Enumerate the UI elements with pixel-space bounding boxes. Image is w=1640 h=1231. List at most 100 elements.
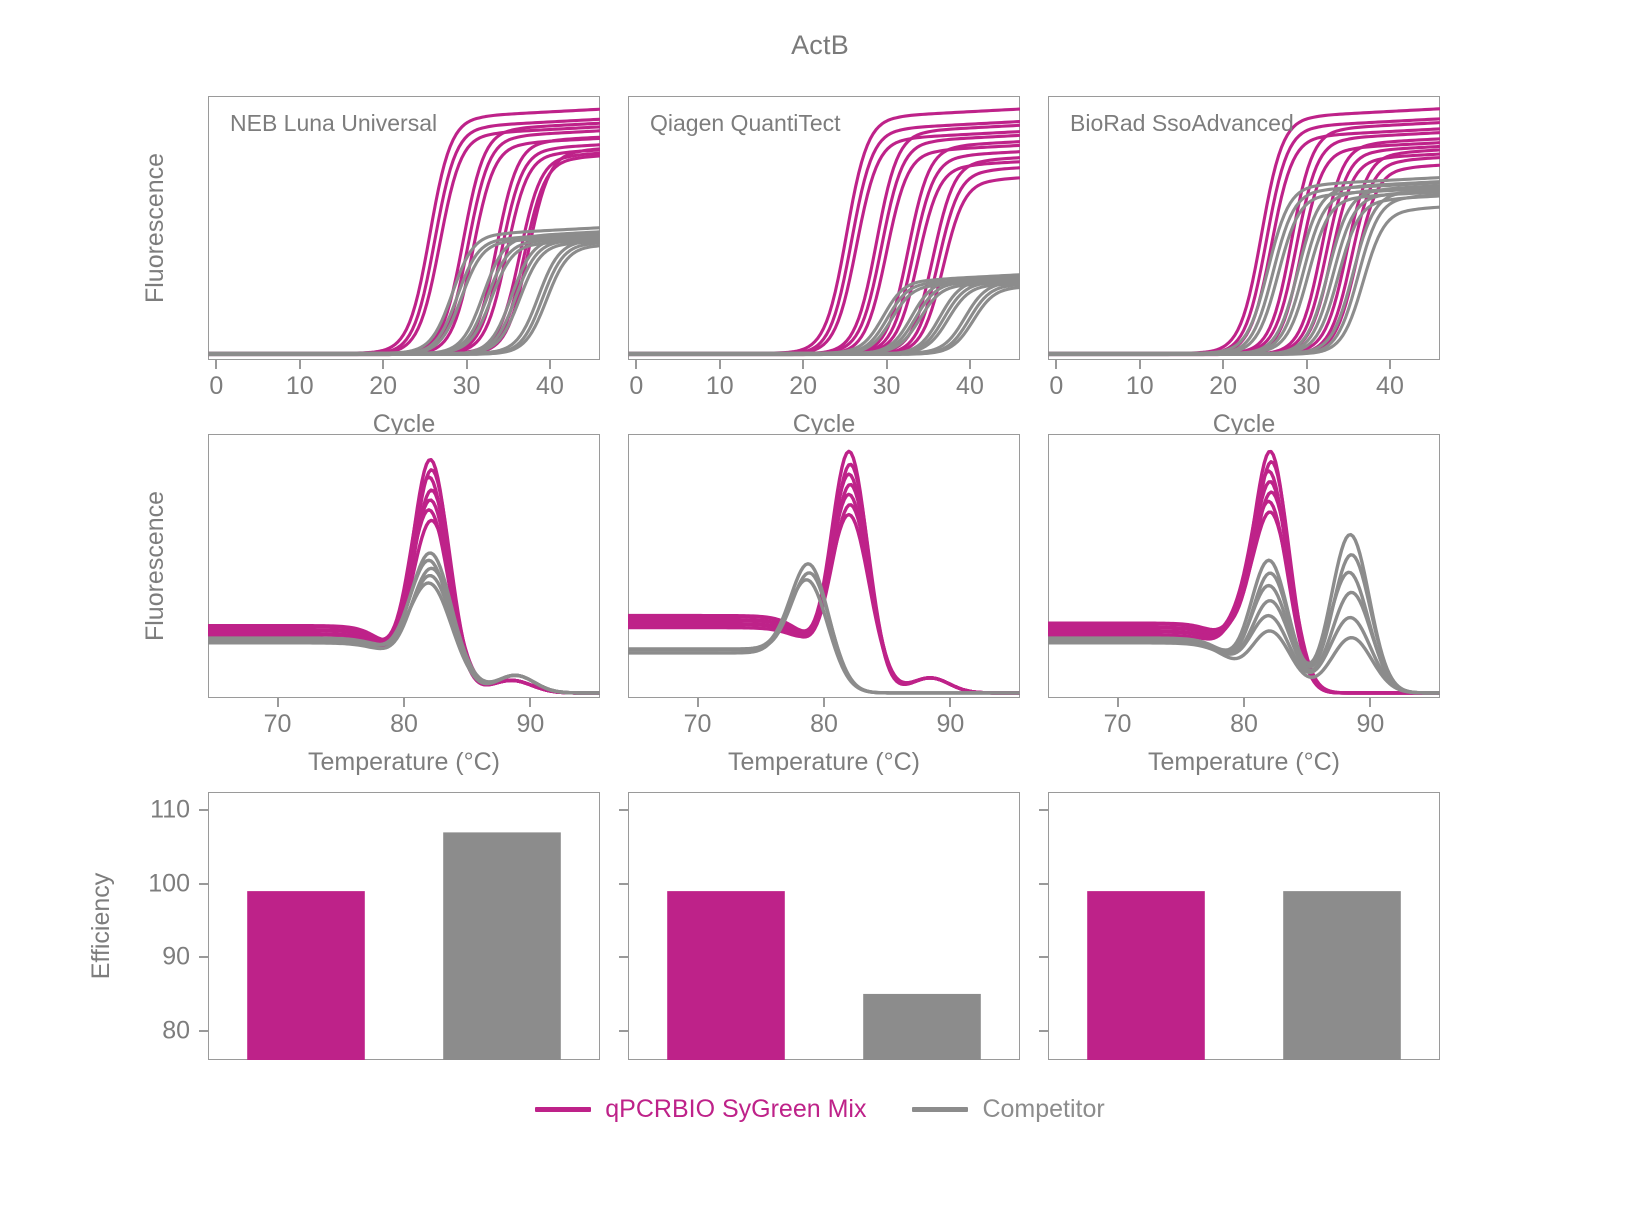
x-tickmark xyxy=(1138,360,1141,369)
x-tick-label: 80 xyxy=(390,710,418,738)
amplification-curve xyxy=(1048,163,1440,356)
melt-curve xyxy=(208,457,600,695)
melt-curve xyxy=(208,508,600,695)
panel-amplification-qiagen: Qiagen QuantiTect xyxy=(628,96,1020,360)
axis-title-x-melt-qiagen: Temperature (°C) xyxy=(728,748,920,776)
x-tick-label: 90 xyxy=(516,710,545,738)
panel-amplification-neb: NEB Luna Universal xyxy=(208,96,600,360)
y-tickmark xyxy=(199,809,208,812)
efficiency-bar xyxy=(863,993,981,1060)
y-tickmark xyxy=(1039,809,1048,812)
y-tick-label: 80 xyxy=(162,1016,190,1045)
amplification-curve xyxy=(1048,141,1440,357)
y-tickmark xyxy=(199,1029,208,1032)
efficiency-bar xyxy=(247,891,365,1060)
y-tickmark xyxy=(619,882,628,885)
x-tick-label: 80 xyxy=(1230,710,1258,738)
x-tick-label: 80 xyxy=(810,710,838,738)
x-tick-label: 20 xyxy=(369,372,398,400)
x-tick-label: 40 xyxy=(1376,372,1404,400)
x-tick-label: 30 xyxy=(452,372,481,400)
melt-curve xyxy=(1048,629,1440,695)
melt-curve xyxy=(208,475,600,695)
x-tickmark xyxy=(215,360,218,369)
y-tickmark xyxy=(199,956,208,959)
legend-label: Competitor xyxy=(982,1095,1105,1123)
axis-title-x-amplification-neb: Cycle xyxy=(372,410,436,438)
y-tick-label: 100 xyxy=(148,869,190,898)
panel-frame-melt-neb xyxy=(208,434,600,698)
plot-area-amplification-neb xyxy=(208,107,600,357)
amplification-curve xyxy=(208,244,600,356)
x-tickmark xyxy=(1222,360,1225,369)
melt-curve xyxy=(628,449,1020,695)
y-tickmark xyxy=(619,809,628,812)
efficiency-bar xyxy=(667,891,785,1060)
y-tickmark xyxy=(1039,882,1048,885)
x-tick-label: 30 xyxy=(872,372,901,400)
x-tickmark xyxy=(298,360,301,369)
x-tick-label: 90 xyxy=(1356,710,1385,738)
y-tickmark xyxy=(1039,956,1048,959)
amplification-curve xyxy=(628,130,1020,356)
axis-title-x-melt-neb: Temperature (°C) xyxy=(308,748,500,776)
melt-curve xyxy=(208,581,600,695)
plot-area-melt-biorad xyxy=(1048,449,1440,695)
x-tickmark xyxy=(823,698,825,707)
x-tickmark xyxy=(968,360,971,369)
figure-legend: qPCRBIO SyGreen Mix Competitor xyxy=(0,1095,1640,1124)
x-tick-label: 40 xyxy=(536,372,564,400)
y-tickmark xyxy=(619,956,628,959)
panel-strip-label-biorad: BioRad SsoAdvanced xyxy=(1070,110,1294,136)
x-tick-label: 10 xyxy=(1125,372,1154,400)
amplification-curve xyxy=(628,123,1020,356)
axis-title-x-amplification-qiagen: Cycle xyxy=(792,410,856,438)
legend-line-icon xyxy=(912,1107,969,1112)
x-tick-label: 30 xyxy=(1292,372,1321,400)
panel-efficiency-biorad xyxy=(1048,792,1440,1060)
panel-melt-biorad xyxy=(1048,434,1440,698)
amplification-curve xyxy=(628,286,1020,356)
x-tickmark xyxy=(635,360,638,369)
axis-title-x-amplification-biorad: Cycle xyxy=(1212,410,1276,438)
panel-melt-neb xyxy=(208,434,600,698)
y-tick-label: 90 xyxy=(162,942,190,971)
x-tickmark xyxy=(276,698,279,707)
x-tickmark xyxy=(949,698,952,707)
x-tick-label: 0 xyxy=(1049,372,1064,400)
x-tickmark xyxy=(403,698,405,707)
axis-title-y-efficiency: Efficiency xyxy=(87,872,115,980)
legend-line-icon xyxy=(535,1107,592,1112)
x-tickmark xyxy=(465,360,468,369)
x-tickmark xyxy=(696,698,699,707)
x-tickmark xyxy=(382,360,385,369)
x-tick-label: 0 xyxy=(629,372,644,400)
amplification-curve xyxy=(208,151,600,355)
panel-melt-qiagen xyxy=(628,434,1020,698)
amplification-curve xyxy=(1048,205,1440,356)
x-tick-label: 70 xyxy=(1103,710,1132,738)
legend-sygreen: qPCRBIO SyGreen Mix xyxy=(535,1095,866,1124)
melt-curve xyxy=(628,578,1020,695)
plot-area-amplification-qiagen xyxy=(628,107,1020,357)
x-tick-label: 10 xyxy=(285,372,314,400)
x-tick-label: 70 xyxy=(263,710,292,738)
y-tickmark xyxy=(619,1029,628,1032)
amplification-curve xyxy=(1048,131,1440,356)
figure-title: ActB xyxy=(791,30,849,60)
x-tickmark xyxy=(529,698,532,707)
x-tick-label: 10 xyxy=(705,372,734,400)
efficiency-bar xyxy=(443,832,561,1060)
plot-area-melt-neb xyxy=(208,457,600,695)
panel-efficiency-qiagen xyxy=(628,792,1020,1060)
plot-area-amplification-biorad xyxy=(1048,107,1440,357)
efficiency-bar xyxy=(1087,891,1205,1060)
legend-label: qPCRBIO SyGreen Mix xyxy=(605,1095,867,1123)
panel-strip-label-qiagen: Qiagen QuantiTect xyxy=(650,110,841,136)
amplification-curve xyxy=(1048,127,1440,356)
x-tickmark xyxy=(1055,360,1058,369)
x-tick-label: 90 xyxy=(936,710,965,738)
x-tickmark xyxy=(1388,360,1391,369)
